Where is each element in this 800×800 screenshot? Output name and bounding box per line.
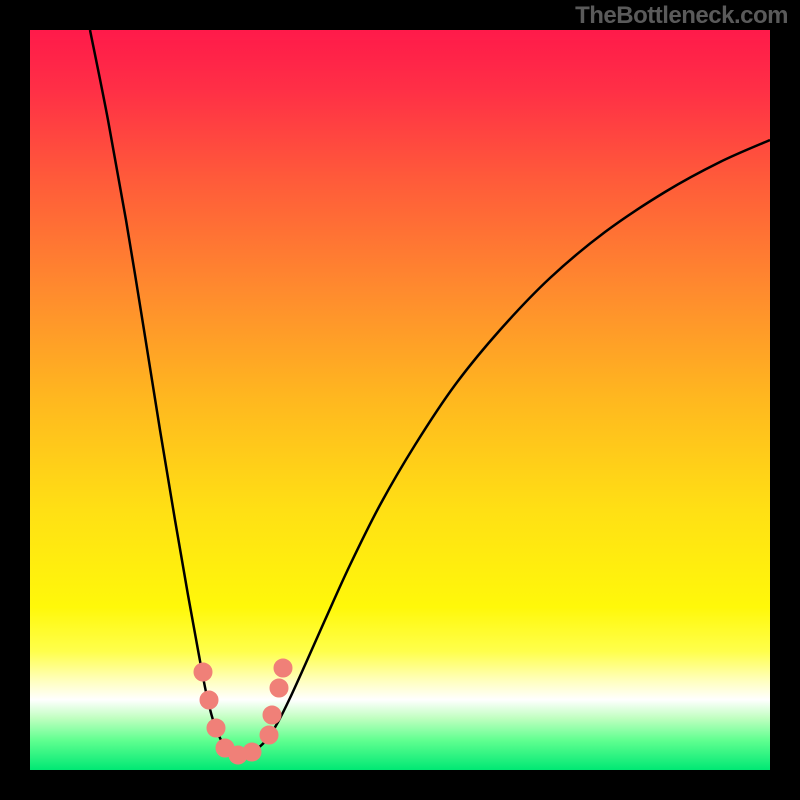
data-marker — [260, 726, 278, 744]
data-marker — [207, 719, 225, 737]
watermark-text: TheBottleneck.com — [575, 2, 788, 30]
data-marker — [263, 706, 281, 724]
data-marker — [243, 743, 261, 761]
chart-container: TheBottleneck.com — [0, 0, 800, 800]
data-marker — [270, 679, 288, 697]
chart-svg — [0, 0, 800, 800]
data-marker — [200, 691, 218, 709]
data-marker — [274, 659, 292, 677]
gradient-plot-area — [30, 30, 770, 770]
data-marker — [194, 663, 212, 681]
